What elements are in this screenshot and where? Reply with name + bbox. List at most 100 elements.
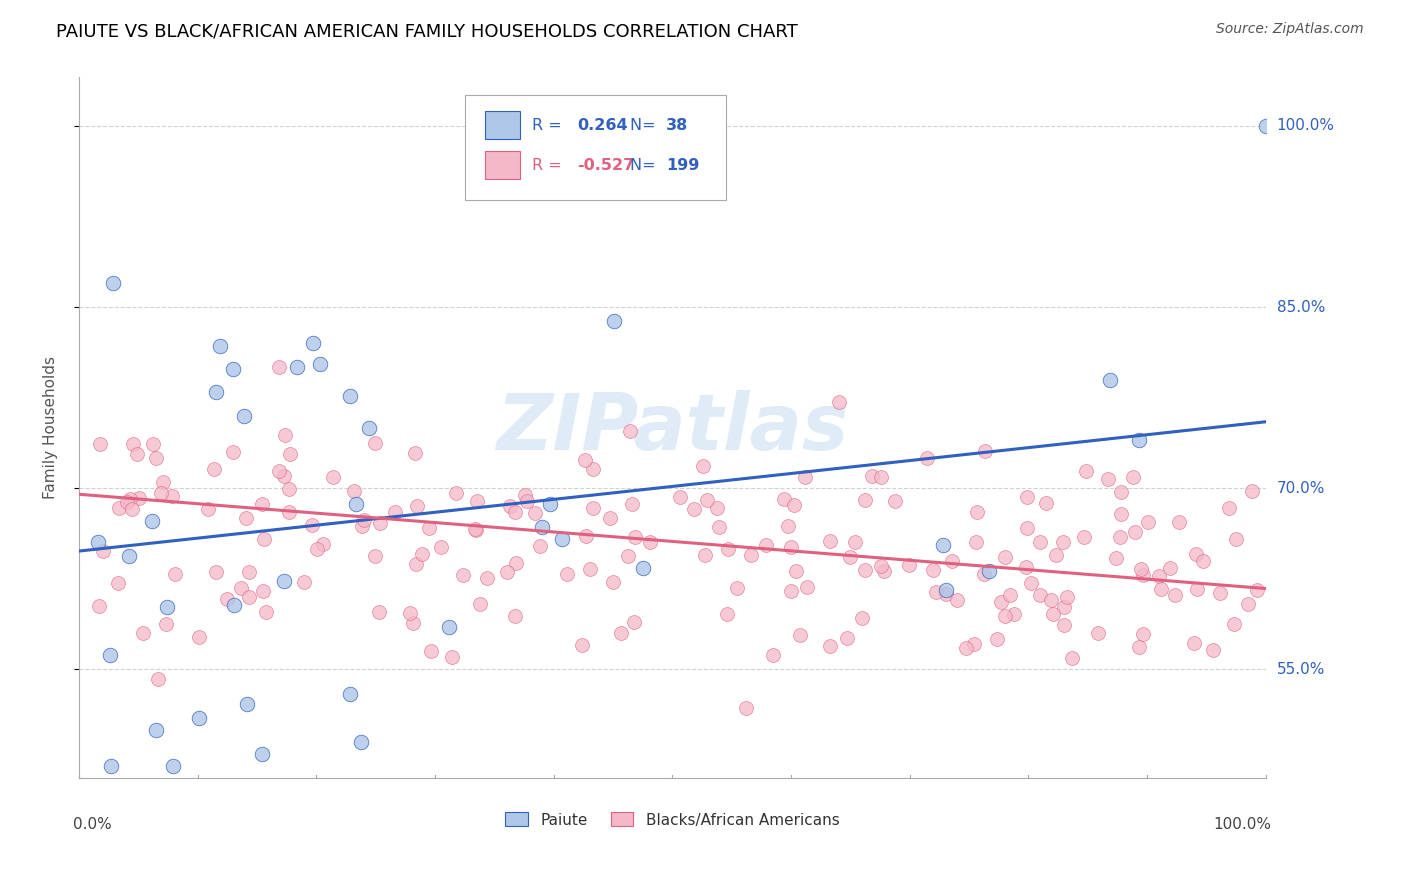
Point: [121, 501, 143, 516]
Point: [1136, 515, 1159, 529]
Point: [932, 538, 955, 552]
Point: [98, 648, 121, 662]
Point: [827, 394, 849, 409]
Point: [619, 425, 641, 439]
Point: [1056, 590, 1078, 604]
Point: [404, 446, 426, 460]
Point: [160, 489, 183, 503]
Point: [1132, 626, 1154, 640]
Point: [638, 535, 661, 549]
Point: [669, 490, 692, 504]
Point: [582, 461, 605, 475]
Point: [941, 554, 963, 568]
Point: [973, 566, 995, 581]
Point: [208, 339, 231, 353]
Point: [869, 558, 891, 573]
Point: [1105, 550, 1128, 565]
Point: [499, 499, 522, 513]
Point: [773, 491, 796, 506]
Point: [513, 488, 536, 502]
Point: [1045, 549, 1067, 563]
Point: [531, 520, 554, 534]
Legend: Paiute, Blacks/African Americans: Paiute, Blacks/African Americans: [499, 806, 845, 834]
Text: 100.0%: 100.0%: [1277, 119, 1334, 133]
Point: [925, 584, 948, 599]
Point: [581, 500, 603, 515]
Text: 0.264: 0.264: [578, 118, 628, 133]
Point: [1164, 588, 1187, 602]
Point: [236, 697, 259, 711]
Point: [496, 566, 519, 580]
Point: [343, 483, 366, 498]
Point: [465, 523, 488, 537]
Point: [155, 617, 177, 632]
FancyBboxPatch shape: [464, 95, 725, 200]
Point: [121, 437, 143, 451]
Text: PAIUTE VS BLACK/AFRICAN AMERICAN FAMILY HOUSEHOLDS CORRELATION CHART: PAIUTE VS BLACK/AFRICAN AMERICAN FAMILY …: [56, 22, 799, 40]
Point: [603, 314, 626, 328]
Point: [740, 548, 762, 562]
Point: [1128, 640, 1150, 655]
Point: [233, 409, 256, 423]
Point: [235, 511, 257, 525]
Point: [1039, 592, 1062, 607]
Point: [188, 711, 211, 725]
Point: [575, 528, 598, 542]
Point: [1132, 567, 1154, 582]
Point: [215, 592, 238, 607]
Point: [292, 574, 315, 589]
Point: [599, 511, 621, 525]
Point: [870, 470, 893, 484]
Text: 85.0%: 85.0%: [1277, 300, 1324, 315]
Point: [623, 615, 645, 630]
Point: [734, 700, 756, 714]
Text: 199: 199: [666, 158, 700, 172]
Point: [839, 549, 862, 564]
Point: [1035, 496, 1057, 510]
Text: 55.0%: 55.0%: [1277, 662, 1324, 677]
Point: [205, 566, 228, 580]
Point: [696, 493, 718, 508]
Point: [986, 632, 1008, 647]
Point: [1002, 607, 1025, 621]
Point: [1062, 651, 1084, 665]
Point: [149, 485, 172, 500]
Point: [156, 600, 179, 615]
Point: [917, 451, 939, 466]
Point: [1241, 484, 1264, 499]
Point: [250, 497, 273, 511]
Point: [963, 637, 986, 651]
Point: [141, 514, 163, 528]
Text: -0.527: -0.527: [578, 158, 634, 172]
Point: [716, 607, 738, 621]
Point: [631, 561, 654, 575]
Point: [793, 470, 815, 484]
Point: [922, 562, 945, 576]
Point: [115, 495, 138, 509]
Point: [945, 592, 967, 607]
Point: [1108, 530, 1130, 544]
Point: [146, 673, 169, 687]
Bar: [485, 151, 520, 179]
Point: [87, 534, 110, 549]
Point: [350, 735, 373, 749]
Point: [1209, 585, 1232, 599]
Point: [979, 564, 1001, 578]
Point: [411, 548, 433, 562]
Point: [285, 360, 308, 375]
Point: [1123, 525, 1146, 540]
Point: [1237, 597, 1260, 611]
Point: [444, 486, 467, 500]
Point: [1087, 626, 1109, 640]
Point: [273, 468, 295, 483]
Point: [837, 632, 859, 646]
Point: [717, 541, 740, 556]
Point: [1150, 582, 1173, 596]
Point: [364, 549, 387, 563]
Text: R =: R =: [533, 118, 567, 133]
Point: [108, 500, 131, 515]
Text: ZIPatlas: ZIPatlas: [496, 390, 848, 466]
Point: [89, 436, 111, 450]
Bar: [485, 112, 520, 139]
Text: 38: 38: [666, 118, 689, 133]
